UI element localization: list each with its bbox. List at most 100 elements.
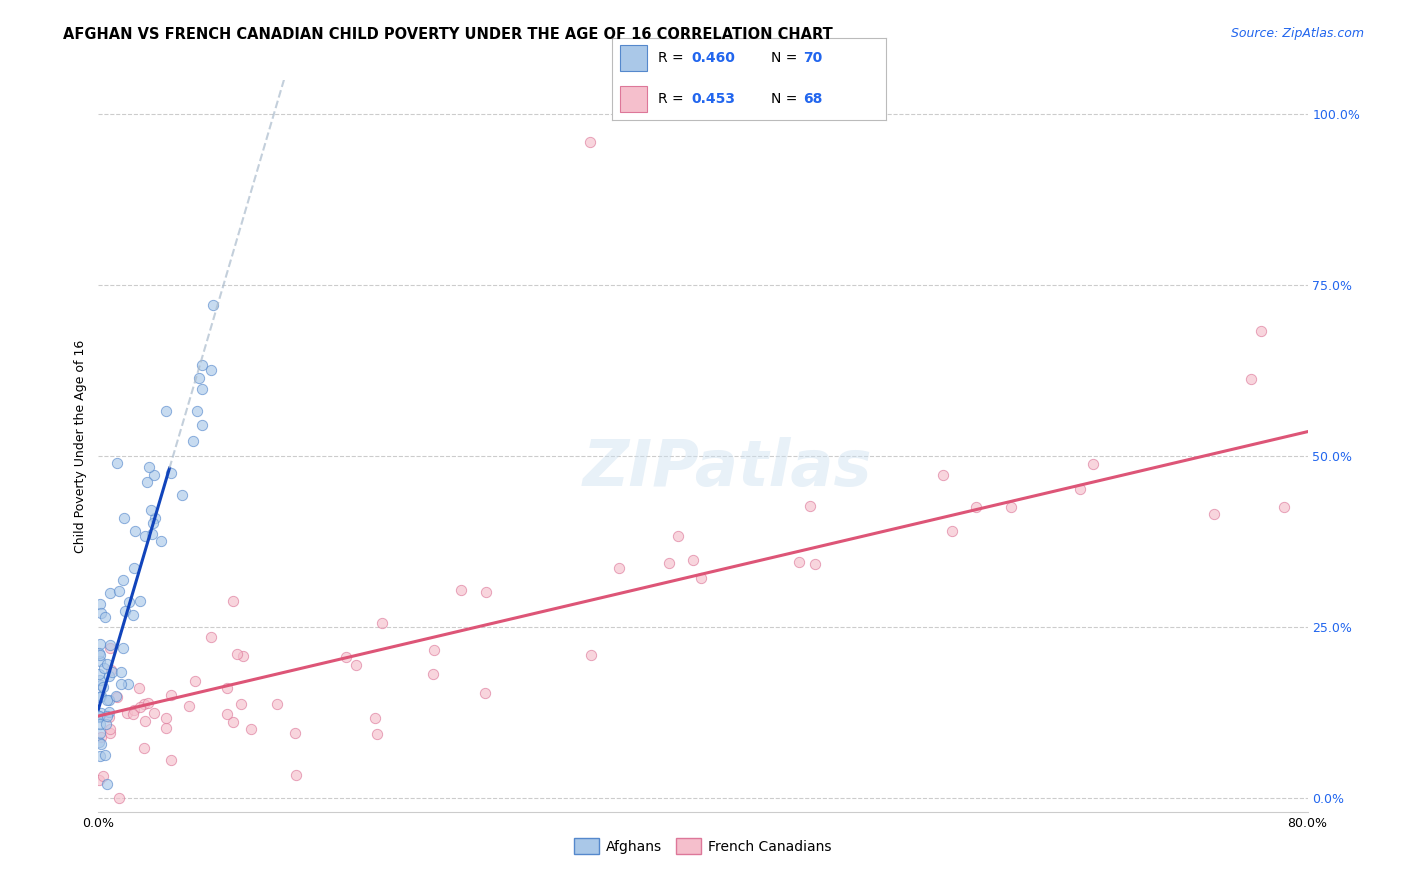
Point: [98, 692, 121, 706]
Point: [141, 527, 163, 541]
Point: [91, 680, 114, 694]
Point: [87, 734, 110, 748]
Point: [215, 681, 238, 695]
Point: [91, 769, 114, 783]
Point: [96, 657, 118, 671]
Point: [98, 638, 121, 652]
Point: [105, 689, 128, 703]
Point: [89, 673, 111, 687]
Point: [98, 641, 121, 656]
Point: [422, 666, 444, 681]
Point: [118, 595, 141, 609]
Point: [215, 706, 238, 721]
Point: [114, 604, 136, 618]
Point: [90, 737, 112, 751]
Point: [90, 731, 112, 745]
Point: [87, 709, 110, 723]
Point: [682, 553, 704, 567]
Point: [1204, 508, 1226, 522]
Point: [110, 676, 132, 690]
Text: 70: 70: [804, 51, 823, 65]
Text: AFGHAN VS FRENCH CANADIAN CHILD POVERTY UNDER THE AGE OF 16 CORRELATION CHART: AFGHAN VS FRENCH CANADIAN CHILD POVERTY …: [63, 27, 832, 42]
Point: [96, 709, 118, 723]
Legend: Afghans, French Canadians: Afghans, French Canadians: [569, 832, 837, 860]
Point: [132, 698, 155, 712]
Point: [1000, 500, 1022, 514]
Point: [110, 665, 132, 680]
Text: 68: 68: [804, 92, 823, 106]
Point: [89, 708, 111, 723]
Y-axis label: Child Poverty Under the Age of 16: Child Poverty Under the Age of 16: [73, 339, 87, 553]
Point: [200, 363, 222, 377]
Point: [160, 466, 183, 480]
Point: [98, 710, 121, 724]
Point: [98, 669, 121, 683]
Point: [124, 524, 146, 538]
Point: [578, 135, 600, 149]
Point: [1250, 324, 1272, 338]
Text: 0.453: 0.453: [692, 92, 735, 106]
Point: [90, 607, 112, 621]
Point: [222, 715, 245, 730]
Point: [344, 657, 367, 672]
Point: [155, 404, 177, 418]
Point: [188, 370, 211, 384]
Point: [965, 500, 987, 515]
Text: Source: ZipAtlas.com: Source: ZipAtlas.com: [1230, 27, 1364, 40]
Point: [98, 586, 121, 600]
Point: [1240, 372, 1263, 386]
Point: [143, 467, 166, 482]
Point: [98, 723, 121, 737]
Text: N =: N =: [770, 51, 801, 65]
Point: [87, 646, 110, 660]
Point: [366, 727, 388, 741]
Text: R =: R =: [658, 92, 688, 106]
Point: [474, 686, 496, 700]
Point: [105, 690, 128, 704]
Point: [90, 678, 112, 692]
Text: R =: R =: [658, 51, 688, 65]
Point: [191, 358, 214, 372]
Point: [170, 488, 193, 502]
Point: [89, 648, 111, 663]
Point: [191, 417, 214, 432]
Point: [138, 459, 160, 474]
Point: [89, 597, 111, 611]
Point: [128, 681, 150, 696]
Point: [93, 660, 115, 674]
Point: [363, 711, 385, 725]
Point: [1083, 457, 1105, 471]
Bar: [620, 86, 647, 112]
Point: [690, 571, 713, 585]
Point: [100, 664, 122, 678]
Point: [96, 693, 118, 707]
Point: [422, 642, 444, 657]
Point: [87, 667, 110, 681]
Point: [89, 725, 111, 739]
Point: [155, 722, 177, 736]
Point: [657, 556, 679, 570]
Point: [201, 298, 224, 312]
Point: [111, 641, 134, 656]
Point: [107, 791, 129, 805]
Point: [89, 749, 111, 764]
Point: [94, 717, 117, 731]
Point: [232, 649, 254, 664]
Point: [96, 777, 118, 791]
Point: [108, 583, 131, 598]
Point: [159, 753, 181, 767]
Point: [1274, 500, 1296, 514]
Point: [450, 582, 472, 597]
Point: [117, 677, 139, 691]
Point: [141, 502, 163, 516]
Point: [143, 511, 166, 525]
Point: [135, 475, 157, 489]
Point: [285, 767, 308, 781]
Point: [787, 555, 810, 569]
Point: [200, 630, 222, 644]
Point: [89, 717, 111, 731]
Point: [150, 534, 173, 549]
Point: [112, 573, 135, 587]
Point: [666, 529, 689, 543]
Point: [89, 772, 111, 787]
